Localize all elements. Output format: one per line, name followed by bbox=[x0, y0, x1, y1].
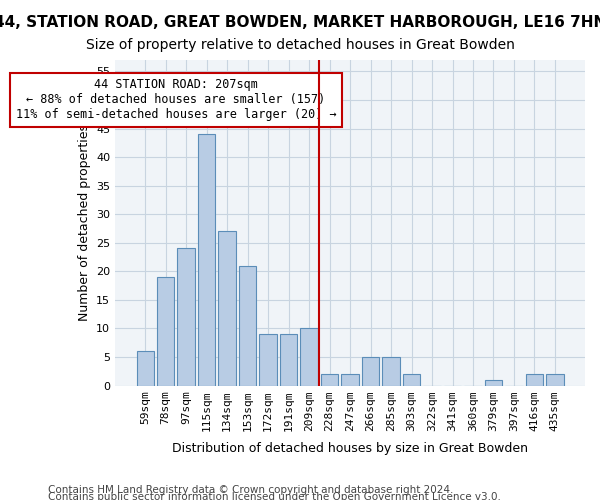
Bar bbox=[157, 277, 175, 386]
Text: Contains public sector information licensed under the Open Government Licence v3: Contains public sector information licen… bbox=[48, 492, 501, 500]
Bar bbox=[178, 248, 195, 386]
X-axis label: Distribution of detached houses by size in Great Bowden: Distribution of detached houses by size … bbox=[172, 442, 528, 455]
Bar bbox=[198, 134, 215, 386]
Text: Contains HM Land Registry data © Crown copyright and database right 2024.: Contains HM Land Registry data © Crown c… bbox=[48, 485, 454, 495]
Bar bbox=[259, 334, 277, 386]
Bar bbox=[137, 352, 154, 386]
Bar bbox=[546, 374, 563, 386]
Bar bbox=[301, 328, 318, 386]
Bar bbox=[362, 357, 379, 386]
Y-axis label: Number of detached properties: Number of detached properties bbox=[77, 124, 91, 322]
Text: 44, STATION ROAD, GREAT BOWDEN, MARKET HARBOROUGH, LE16 7HN: 44, STATION ROAD, GREAT BOWDEN, MARKET H… bbox=[0, 15, 600, 30]
Text: Size of property relative to detached houses in Great Bowden: Size of property relative to detached ho… bbox=[86, 38, 514, 52]
Bar bbox=[382, 357, 400, 386]
Bar bbox=[321, 374, 338, 386]
Bar bbox=[403, 374, 420, 386]
Bar bbox=[239, 266, 256, 386]
Bar bbox=[218, 232, 236, 386]
Bar bbox=[485, 380, 502, 386]
Bar bbox=[280, 334, 298, 386]
Bar bbox=[526, 374, 543, 386]
Text: 44 STATION ROAD: 207sqm
← 88% of detached houses are smaller (157)
11% of semi-d: 44 STATION ROAD: 207sqm ← 88% of detache… bbox=[16, 78, 336, 122]
Bar bbox=[341, 374, 359, 386]
